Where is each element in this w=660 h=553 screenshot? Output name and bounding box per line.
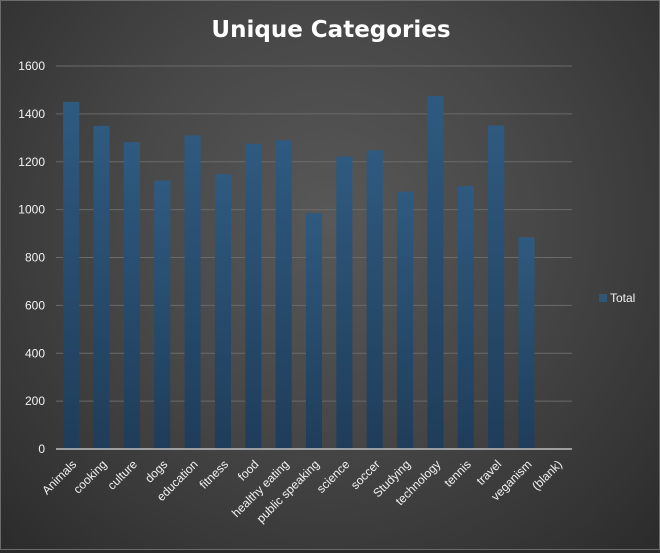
bar bbox=[275, 140, 292, 450]
bar bbox=[366, 150, 383, 449]
bar bbox=[427, 95, 444, 449]
y-tick-label: 1200 bbox=[18, 155, 45, 169]
bar bbox=[63, 101, 80, 449]
bar bbox=[214, 174, 231, 449]
bar bbox=[518, 237, 535, 449]
x-tick-label: culture bbox=[105, 457, 141, 493]
bar bbox=[397, 191, 414, 449]
y-axis-tick-labels: 0 200 400 600 800 1000 1200 1400 1600 bbox=[18, 59, 45, 456]
y-tick-label: 1000 bbox=[18, 203, 45, 217]
x-tick-label: fitness bbox=[197, 457, 231, 491]
y-tick-label: 0 bbox=[38, 442, 45, 456]
x-tick-label: Animals bbox=[39, 457, 79, 497]
chart-title: Unique Categories bbox=[211, 17, 450, 43]
bar bbox=[123, 142, 140, 449]
bar bbox=[93, 125, 110, 449]
y-tick-label: 600 bbox=[25, 298, 45, 312]
y-tick-label: 200 bbox=[25, 394, 45, 408]
x-tick-label: cooking bbox=[70, 457, 109, 496]
legend: Total bbox=[599, 291, 635, 305]
legend-label: Total bbox=[610, 291, 635, 305]
y-tick-label: 1400 bbox=[18, 107, 45, 121]
bar bbox=[154, 180, 171, 449]
bar bbox=[305, 213, 323, 449]
bar bbox=[336, 156, 353, 449]
y-tick-label: 1600 bbox=[18, 59, 45, 73]
bars bbox=[63, 95, 535, 450]
x-tick-label: food bbox=[235, 457, 261, 483]
x-tick-label: (blank) bbox=[529, 457, 565, 493]
legend-swatch bbox=[599, 294, 607, 302]
x-tick-label: tennis bbox=[441, 457, 474, 490]
bar bbox=[184, 135, 201, 449]
y-tick-label: 400 bbox=[25, 346, 45, 360]
y-tick-label: 800 bbox=[25, 251, 45, 265]
bar bbox=[457, 186, 474, 449]
bar bbox=[488, 125, 505, 450]
x-tick-label: science bbox=[314, 457, 353, 496]
bar bbox=[245, 143, 262, 449]
